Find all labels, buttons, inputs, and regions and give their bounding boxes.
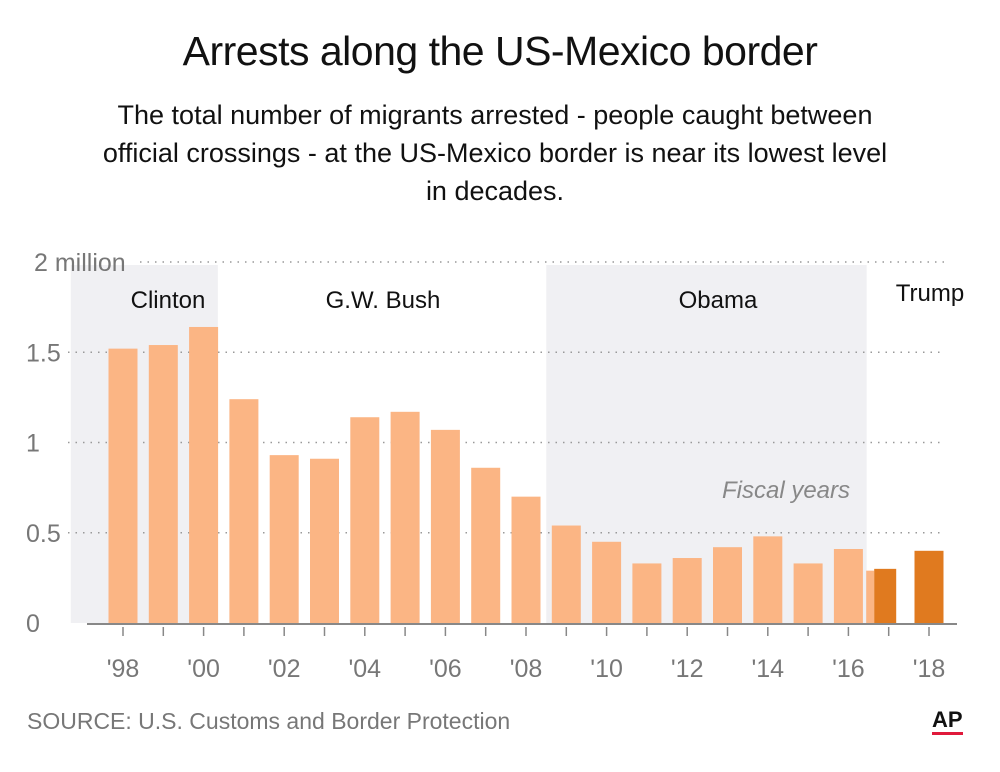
bar-2007: [471, 467, 501, 623]
bar-1998: [108, 348, 138, 623]
president-label: Obama: [679, 287, 758, 314]
y-tick-label: 0.5: [26, 520, 61, 548]
y-tick-label: 1: [26, 430, 40, 458]
x-tick-label: '10: [590, 655, 623, 683]
x-tick-label: '06: [429, 655, 462, 683]
bar-1999: [148, 345, 178, 623]
bar-2018: [914, 550, 944, 623]
bar-2017-obama: [866, 570, 875, 623]
bar-2014: [753, 536, 783, 623]
bar-2003: [310, 458, 339, 623]
annotation-fiscal-years: Fiscal years: [722, 477, 850, 504]
x-tick-label: '98: [107, 655, 140, 683]
chart-title: Arrests along the US-Mexico border: [182, 28, 818, 74]
president-label: G.W. Bush: [326, 287, 441, 314]
bar-2012: [672, 558, 702, 623]
president-label: Trump: [896, 280, 964, 307]
x-tick-label: '12: [671, 655, 704, 683]
bar-2013: [713, 547, 742, 623]
bar-2005: [390, 411, 420, 623]
y-tick-label: 2 million: [34, 249, 126, 277]
chart-subtitle: The total number of migrants arrested - …: [102, 100, 888, 206]
bar-2016: [833, 548, 863, 623]
ap-logo: AP: [932, 708, 963, 735]
source-note: SOURCE: U.S. Customs and Border Protecti…: [27, 708, 511, 734]
bar-2002: [269, 455, 299, 623]
bar-2017-trump: [874, 568, 897, 623]
x-tick-label: '04: [349, 655, 382, 683]
bar-2001: [229, 399, 259, 623]
bar-2000: [189, 326, 219, 623]
president-label: Clinton: [131, 287, 206, 314]
x-tick-label: '14: [752, 655, 785, 683]
x-tick-label: '00: [187, 655, 220, 683]
bar-2006: [430, 429, 460, 623]
x-tick-label: '18: [913, 655, 946, 683]
bar-2010: [592, 541, 622, 623]
bar-2011: [632, 563, 662, 623]
y-tick-label: 1.5: [26, 339, 61, 367]
x-tick-label: '16: [832, 655, 865, 683]
x-tick-label: '08: [510, 655, 543, 683]
bar-2008: [511, 496, 541, 623]
bar-2004: [350, 417, 380, 623]
bar-2015: [793, 563, 823, 623]
bar-2009: [551, 525, 581, 623]
x-tick-label: '02: [268, 655, 301, 683]
y-tick-label: 0: [26, 610, 40, 638]
